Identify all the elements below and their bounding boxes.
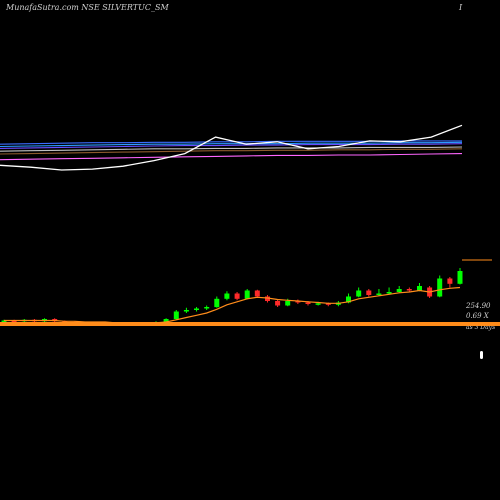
moving-average-panel xyxy=(0,124,463,171)
candle-body xyxy=(183,310,189,312)
candle-body xyxy=(325,303,331,305)
candle-body xyxy=(275,301,281,306)
price-moving-average-line xyxy=(4,286,461,324)
candle-body xyxy=(346,296,351,303)
ma-series-line xyxy=(0,141,463,148)
candle-body xyxy=(366,290,372,295)
candle-body xyxy=(265,296,270,301)
candle-body xyxy=(11,320,17,322)
corner-marker: I xyxy=(458,3,463,12)
candle-body xyxy=(396,289,402,292)
candle-body xyxy=(224,293,230,299)
candle-body xyxy=(447,278,453,284)
candle-body xyxy=(285,301,291,306)
candle-body xyxy=(437,278,443,297)
candle-body xyxy=(295,301,301,303)
candle-body xyxy=(305,302,311,304)
volume-ratio-label: 0.69 X xyxy=(466,312,490,320)
candle-body xyxy=(254,290,260,297)
current-marker xyxy=(480,351,483,359)
candle-body xyxy=(406,289,412,291)
candle-body xyxy=(356,290,362,297)
candle-body xyxy=(214,298,220,308)
candle-body xyxy=(1,320,7,322)
last-price-label: 254.90 xyxy=(465,302,491,310)
chart-title: MunafaSutra.com NSE SILVERTUC_SM xyxy=(5,3,169,12)
ma-series-line xyxy=(0,148,463,155)
candle-body xyxy=(386,292,392,294)
candle-body xyxy=(315,303,321,305)
ma-series-line xyxy=(0,124,463,171)
candle-body xyxy=(173,311,179,319)
candle-body xyxy=(417,286,422,291)
candle-body xyxy=(163,319,169,322)
ma-series-line xyxy=(0,153,463,161)
average-note-label: as 3 Days xyxy=(466,324,495,331)
ma-series-line xyxy=(0,146,463,152)
candle-body xyxy=(234,293,240,299)
ema-band xyxy=(0,322,500,326)
candle-body xyxy=(204,307,210,309)
candle-body xyxy=(457,271,463,284)
candle-body xyxy=(194,308,199,310)
candle-body xyxy=(244,290,250,299)
candle-body xyxy=(376,293,382,295)
ma-series-line xyxy=(0,143,463,149)
